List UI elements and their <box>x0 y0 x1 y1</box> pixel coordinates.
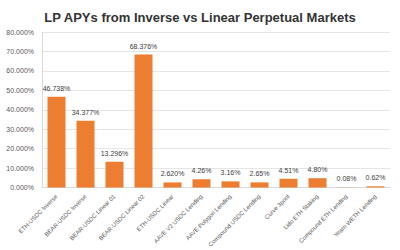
svg-text:LP APYs from Inverse vs Linear: LP APYs from Inverse vs Linear Perpetual… <box>44 10 355 25</box>
svg-text:68.376%: 68.376% <box>130 43 158 50</box>
svg-text:Compound ETH Lending: Compound ETH Lending <box>298 193 349 244</box>
svg-text:40.000%: 40.000% <box>6 106 34 113</box>
svg-text:80.000%: 80.000% <box>6 29 34 36</box>
svg-text:34.377%: 34.377% <box>72 109 100 116</box>
svg-text:0.62%: 0.62% <box>366 174 386 181</box>
svg-text:BEAR-USDC Linear 02: BEAR-USDC Linear 02 <box>98 193 146 241</box>
svg-text:AAVE V2 USDC Lending: AAVE V2 USDC Lending <box>153 193 204 244</box>
svg-text:30.000%: 30.000% <box>6 126 34 133</box>
svg-text:0.000%: 0.000% <box>10 184 34 191</box>
svg-text:2.65%: 2.65% <box>250 170 270 177</box>
svg-text:Compound USDC Lending: Compound USDC Lending <box>207 193 261 247</box>
svg-text:2.620%: 2.620% <box>161 170 185 177</box>
svg-text:60.000%: 60.000% <box>6 67 34 74</box>
svg-text:BEAR-USDC Linear 01: BEAR-USDC Linear 01 <box>69 193 117 241</box>
svg-text:Curve 3pool: Curve 3pool <box>264 193 291 220</box>
svg-text:ETH-USDC Linear: ETH-USDC Linear <box>135 193 175 233</box>
svg-text:4.26%: 4.26% <box>192 167 212 174</box>
svg-text:13.296%: 13.296% <box>101 150 129 157</box>
svg-text:10.000%: 10.000% <box>6 165 34 172</box>
svg-text:46.738%: 46.738% <box>43 85 71 92</box>
svg-text:ETH-USDC Inverse: ETH-USDC Inverse <box>17 193 59 235</box>
svg-text:20.000%: 20.000% <box>6 145 34 152</box>
svg-text:AAVE Polygon Lending: AAVE Polygon Lending <box>185 193 233 241</box>
svg-text:BEAR-USDC Inverse: BEAR-USDC Inverse <box>43 193 88 238</box>
svg-text:50.000%: 50.000% <box>6 87 34 94</box>
svg-text:Lido ETH Staking: Lido ETH Staking <box>282 193 320 231</box>
svg-text:3.16%: 3.16% <box>221 169 241 176</box>
svg-text:4.80%: 4.80% <box>308 166 328 173</box>
svg-text:70.000%: 70.000% <box>6 48 34 55</box>
svg-text:0.08%: 0.08% <box>337 175 357 182</box>
svg-text:Yearn WETH Lending: Yearn WETH Lending <box>333 193 378 238</box>
svg-text:4.51%: 4.51% <box>279 167 299 174</box>
